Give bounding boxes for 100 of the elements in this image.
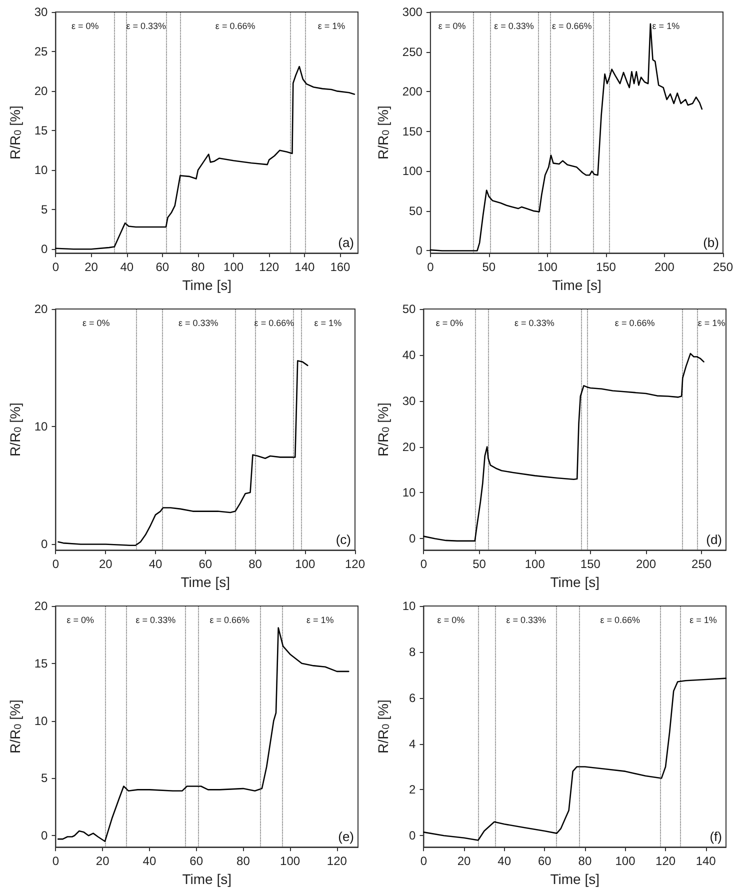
annotation: ε = 0.66% [254,318,294,328]
y-tick-label: 50 [409,204,423,218]
y-tick-label: 0 [41,828,48,843]
y-tick-label: 25 [34,44,48,59]
y-axis-title: R/R0 [%] [375,106,392,160]
annotation: (b) [703,235,719,250]
annotation: ε = 0% [72,21,99,31]
line-series [423,352,704,542]
x-tick-label: 160 [330,260,351,274]
x-axis-title: Time [s] [550,574,600,590]
x-axis-title: Time [s] [182,277,232,293]
x-tick-label: 80 [236,854,250,868]
x-tick-label: 20 [457,854,472,868]
y-tick-label: 20 [34,599,48,613]
y-tick-label: 15 [34,656,48,670]
x-tick-label: 40 [142,854,156,868]
y-tick-label: 5 [41,771,48,786]
y-tick-label: 40 [402,348,416,362]
annotation: ε = 0.66% [614,318,655,328]
x-tick-label: 120 [344,557,366,572]
x-tick-label: 120 [259,260,280,274]
x-tick-label: 140 [294,260,315,274]
y-tick-label: 2 [409,782,416,797]
x-tick-label: 40 [498,854,512,868]
x-tick-label: 0 [52,854,60,868]
x-axis-title: Time [s] [182,871,232,887]
y-tick-label: 100 [402,164,423,178]
x-tick-label: 120 [656,854,676,868]
x-tick-label: 50 [472,557,486,572]
y-tick-label: 15 [34,124,48,138]
y-axis-title: R/R0 [%] [7,106,24,160]
x-tick-label: 80 [248,557,262,572]
x-tick-label: 20 [96,854,110,868]
x-axis-title: Time [s] [552,277,602,293]
y-tick-label: 50 [402,302,416,316]
y-tick-label: 0 [41,537,48,552]
y-tick-label: 5 [41,202,48,217]
y-axis-title: R/R0 [%] [375,402,392,456]
annotation: ε = 0.33% [178,318,218,328]
y-tick-label: 250 [402,44,423,59]
x-tick-label: 20 [84,260,98,274]
x-axis-title: Time [s] [180,574,230,590]
x-tick-label: 60 [190,854,204,868]
x-tick-label: 200 [654,260,675,274]
y-tick-label: 0 [41,242,48,256]
x-tick-label: 0 [52,260,60,274]
x-tick-label: 100 [295,557,316,572]
x-tick-label: 60 [156,260,170,274]
x-tick-label: 20 [98,557,113,572]
y-tick-label: 10 [34,714,48,728]
annotation: ε = 1% [318,21,346,31]
annotation: ε = 0.33% [494,21,534,31]
x-tick-label: 100 [524,557,546,572]
y-tick-label: 6 [409,690,416,705]
x-axis-title: Time [s] [550,871,600,887]
x-tick-label: 100 [280,854,300,868]
annotation: ε = 0.66% [552,21,592,31]
annotation: ε = 1% [314,318,342,328]
y-tick-label: 0 [409,532,416,546]
y-tick-label: 200 [402,84,423,99]
line-series [430,23,703,252]
y-tick-label: 8 [409,644,416,659]
annotation: ε = 0.33% [514,318,554,328]
y-tick-label: 0 [416,244,423,258]
x-tick-label: 100 [224,260,244,274]
x-tick-label: 40 [148,557,162,572]
annotation: (e) [338,829,354,844]
annotation: ε = 1% [698,318,726,328]
x-tick-label: 80 [191,260,205,274]
annotation: ε = 0% [436,318,464,328]
annotation: ε = 0% [82,318,110,328]
y-tick-label: 4 [409,736,416,751]
annotation: ε = 0% [438,21,466,31]
line-series [55,66,356,250]
line-series [58,360,308,546]
x-tick-label: 150 [596,260,616,274]
y-axis-title: R/R0 [%] [7,402,24,456]
annotation: ε = 1% [306,615,334,625]
y-tick-label: 300 [402,5,423,19]
annotation: (d) [706,532,722,548]
annotation: (a) [338,235,354,250]
x-tick-label: 250 [692,557,712,572]
y-tick-label: 30 [402,394,416,408]
x-tick-label: 50 [482,260,496,274]
x-tick-label: 100 [615,854,636,868]
x-tick-label: 60 [538,854,552,868]
annotation: ε = 1% [652,21,680,31]
x-tick-label: 150 [580,557,601,572]
y-tick-label: 10 [402,599,416,613]
annotation: ε = 0.66% [600,615,640,625]
y-tick-label: 10 [34,420,48,434]
annotation: ε = 0% [437,615,465,625]
annotation: ε = 0.33% [506,615,546,625]
x-tick-label: 0 [52,557,60,572]
annotation: (f) [710,829,722,844]
annotation: ε = 0% [66,615,94,625]
annotation: ε = 0.33% [126,21,166,31]
y-tick-label: 10 [34,163,48,178]
x-tick-label: 100 [537,260,558,274]
y-tick-label: 20 [34,302,48,316]
